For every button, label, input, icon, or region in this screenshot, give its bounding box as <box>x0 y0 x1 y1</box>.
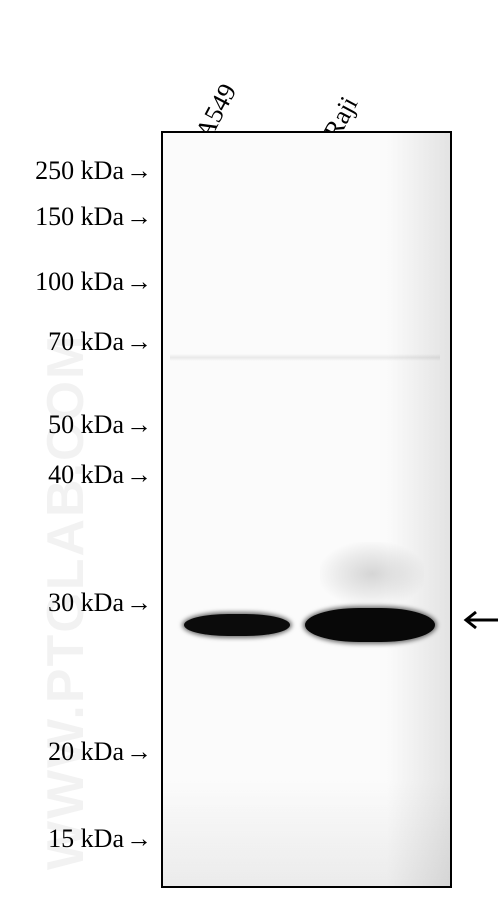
faint-nonspecific-line <box>170 354 440 361</box>
page-root: WWW.PTGLAB.COM A549 Raji 250 kDa→150 kDa… <box>0 0 500 903</box>
band-a549 <box>184 614 290 636</box>
mw-label: 100 kDa→ <box>2 267 152 297</box>
band-raji <box>305 608 435 642</box>
mw-label: 30 kDa→ <box>2 588 152 618</box>
mw-label: 150 kDa→ <box>2 202 152 232</box>
blot-inner <box>163 133 450 886</box>
blot-frame <box>161 131 452 888</box>
mw-label: 20 kDa→ <box>2 737 152 767</box>
mw-label: 50 kDa→ <box>2 410 152 440</box>
smudge-above-raji <box>320 542 424 606</box>
mw-label: 15 kDa→ <box>2 824 152 854</box>
mw-label: 40 kDa→ <box>2 460 152 490</box>
mw-label: 250 kDa→ <box>2 156 152 186</box>
mw-label: 70 kDa→ <box>2 327 152 357</box>
band-indicator-arrow <box>460 608 500 632</box>
membrane-background <box>163 133 450 886</box>
